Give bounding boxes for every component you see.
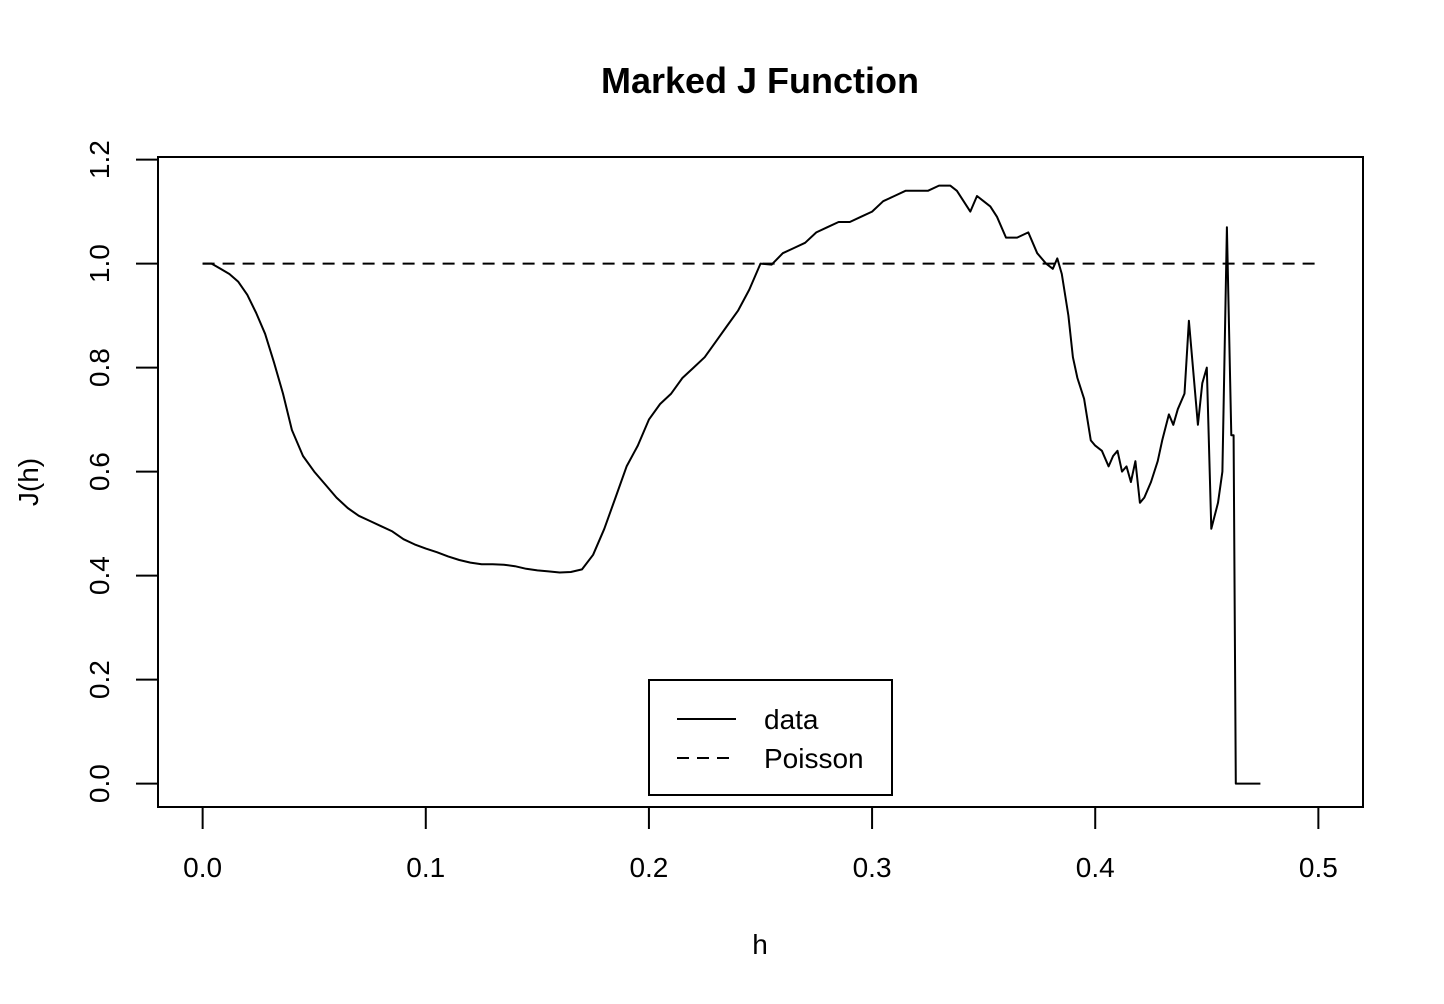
y-axis: 0.0 0.2 0.4 0.6 0.8 1.0 1.2	[84, 140, 159, 803]
y-tick-label: 0.6	[84, 452, 115, 491]
y-tick-label: 1.0	[84, 244, 115, 283]
legend: data Poisson	[648, 679, 893, 796]
x-tick-label: 0.2	[629, 852, 668, 883]
y-axis-label: J(h)	[13, 458, 44, 506]
x-tick-label: 0.3	[853, 852, 892, 883]
x-tick-label: 0.1	[406, 852, 445, 883]
x-tick-label: 0.0	[183, 852, 222, 883]
series-line-data	[202, 184, 1261, 785]
y-tick-label: 0.8	[84, 348, 115, 387]
x-axis-label: h	[752, 929, 768, 960]
legend-box	[648, 679, 893, 796]
y-tick-label: 0.0	[84, 764, 115, 803]
legend-poisson-label: Poisson	[764, 743, 864, 774]
series-layer	[202, 184, 1319, 785]
y-tick-label: 0.2	[84, 660, 115, 699]
legend-data-label: data	[764, 704, 819, 735]
y-tick-label: 1.2	[84, 140, 115, 179]
x-axis: 0.0 0.1 0.2 0.3 0.4 0.5	[183, 806, 1338, 883]
x-tick-label: 0.4	[1076, 852, 1115, 883]
x-tick-label: 0.5	[1299, 852, 1338, 883]
y-tick-label: 0.4	[84, 556, 115, 595]
chart-title: Marked J Function	[601, 60, 919, 101]
